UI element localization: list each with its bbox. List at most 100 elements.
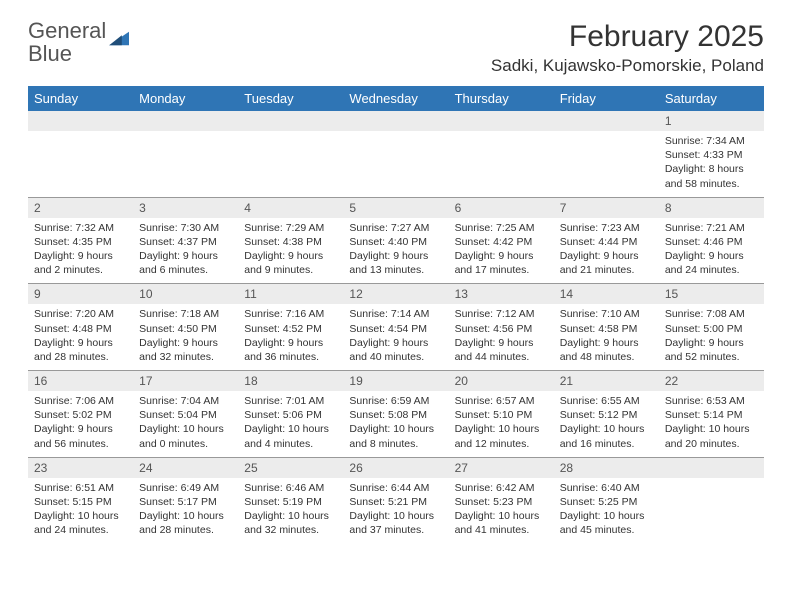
calendar-week: 16Sunrise: 7:06 AMSunset: 5:02 PMDayligh… (28, 371, 764, 458)
day-number (554, 111, 659, 131)
day-number (238, 111, 343, 131)
daylight-text: Daylight: 9 hours and 56 minutes. (34, 422, 127, 450)
day-number: 9 (28, 284, 133, 304)
daylight-text: Daylight: 10 hours and 32 minutes. (244, 509, 337, 537)
day-details: Sunrise: 7:01 AMSunset: 5:06 PMDaylight:… (238, 391, 343, 457)
daylight-text: Daylight: 10 hours and 20 minutes. (665, 422, 758, 450)
sunrise-text: Sunrise: 7:29 AM (244, 221, 337, 235)
calendar-day: 3Sunrise: 7:30 AMSunset: 4:37 PMDaylight… (133, 197, 238, 284)
sunset-text: Sunset: 4:35 PM (34, 235, 127, 249)
day-details: Sunrise: 7:34 AMSunset: 4:33 PMDaylight:… (659, 131, 764, 197)
calendar-day: 28Sunrise: 6:40 AMSunset: 5:25 PMDayligh… (554, 457, 659, 543)
day-details: Sunrise: 7:10 AMSunset: 4:58 PMDaylight:… (554, 304, 659, 370)
daylight-text: Daylight: 9 hours and 2 minutes. (34, 249, 127, 277)
sunrise-text: Sunrise: 7:32 AM (34, 221, 127, 235)
daylight-text: Daylight: 9 hours and 21 minutes. (560, 249, 653, 277)
logo-text: General Blue (28, 20, 106, 66)
calendar-day (449, 111, 554, 197)
day-details: Sunrise: 7:23 AMSunset: 4:44 PMDaylight:… (554, 218, 659, 284)
calendar-day: 1Sunrise: 7:34 AMSunset: 4:33 PMDaylight… (659, 111, 764, 197)
day-number: 22 (659, 371, 764, 391)
daylight-text: Daylight: 10 hours and 41 minutes. (455, 509, 548, 537)
sunset-text: Sunset: 4:52 PM (244, 322, 337, 336)
day-number: 20 (449, 371, 554, 391)
day-number: 1 (659, 111, 764, 131)
title-block: February 2025 Sadki, Kujawsko-Pomorskie,… (491, 20, 764, 76)
day-number: 18 (238, 371, 343, 391)
daylight-text: Daylight: 9 hours and 44 minutes. (455, 336, 548, 364)
logo-triangle-icon (109, 29, 131, 47)
calendar-day (659, 457, 764, 543)
day-header: Friday (554, 86, 659, 111)
sunrise-text: Sunrise: 7:01 AM (244, 394, 337, 408)
calendar-week: 23Sunrise: 6:51 AMSunset: 5:15 PMDayligh… (28, 457, 764, 543)
calendar-day: 23Sunrise: 6:51 AMSunset: 5:15 PMDayligh… (28, 457, 133, 543)
sunrise-text: Sunrise: 7:10 AM (560, 307, 653, 321)
day-details: Sunrise: 7:16 AMSunset: 4:52 PMDaylight:… (238, 304, 343, 370)
day-header-row: SundayMondayTuesdayWednesdayThursdayFrid… (28, 86, 764, 111)
daylight-text: Daylight: 10 hours and 8 minutes. (349, 422, 442, 450)
calendar-day: 5Sunrise: 7:27 AMSunset: 4:40 PMDaylight… (343, 197, 448, 284)
calendar-table: SundayMondayTuesdayWednesdayThursdayFrid… (28, 86, 764, 543)
day-number: 13 (449, 284, 554, 304)
sunrise-text: Sunrise: 6:46 AM (244, 481, 337, 495)
sunset-text: Sunset: 5:17 PM (139, 495, 232, 509)
sunset-text: Sunset: 5:21 PM (349, 495, 442, 509)
sunset-text: Sunset: 5:25 PM (560, 495, 653, 509)
sunset-text: Sunset: 5:15 PM (34, 495, 127, 509)
sunset-text: Sunset: 4:58 PM (560, 322, 653, 336)
calendar-day: 6Sunrise: 7:25 AMSunset: 4:42 PMDaylight… (449, 197, 554, 284)
sunrise-text: Sunrise: 6:57 AM (455, 394, 548, 408)
brand-name-2: Blue (28, 41, 72, 66)
sunrise-text: Sunrise: 7:27 AM (349, 221, 442, 235)
calendar-week: 9Sunrise: 7:20 AMSunset: 4:48 PMDaylight… (28, 284, 764, 371)
sunrise-text: Sunrise: 6:42 AM (455, 481, 548, 495)
day-details: Sunrise: 6:53 AMSunset: 5:14 PMDaylight:… (659, 391, 764, 457)
sunset-text: Sunset: 4:44 PM (560, 235, 653, 249)
sunrise-text: Sunrise: 7:08 AM (665, 307, 758, 321)
day-number: 3 (133, 198, 238, 218)
sunset-text: Sunset: 4:40 PM (349, 235, 442, 249)
day-details: Sunrise: 7:04 AMSunset: 5:04 PMDaylight:… (133, 391, 238, 457)
day-number: 17 (133, 371, 238, 391)
day-details: Sunrise: 7:18 AMSunset: 4:50 PMDaylight:… (133, 304, 238, 370)
sunrise-text: Sunrise: 7:25 AM (455, 221, 548, 235)
daylight-text: Daylight: 9 hours and 6 minutes. (139, 249, 232, 277)
calendar-day: 9Sunrise: 7:20 AMSunset: 4:48 PMDaylight… (28, 284, 133, 371)
sunrise-text: Sunrise: 7:18 AM (139, 307, 232, 321)
month-title: February 2025 (491, 20, 764, 54)
day-details: Sunrise: 7:20 AMSunset: 4:48 PMDaylight:… (28, 304, 133, 370)
day-number: 6 (449, 198, 554, 218)
sunrise-text: Sunrise: 6:40 AM (560, 481, 653, 495)
sunrise-text: Sunrise: 7:06 AM (34, 394, 127, 408)
sunrise-text: Sunrise: 6:51 AM (34, 481, 127, 495)
day-details: Sunrise: 7:25 AMSunset: 4:42 PMDaylight:… (449, 218, 554, 284)
calendar-day: 17Sunrise: 7:04 AMSunset: 5:04 PMDayligh… (133, 371, 238, 458)
calendar-day (343, 111, 448, 197)
calendar-day: 12Sunrise: 7:14 AMSunset: 4:54 PMDayligh… (343, 284, 448, 371)
calendar-day: 18Sunrise: 7:01 AMSunset: 5:06 PMDayligh… (238, 371, 343, 458)
day-details: Sunrise: 7:08 AMSunset: 5:00 PMDaylight:… (659, 304, 764, 370)
daylight-text: Daylight: 10 hours and 37 minutes. (349, 509, 442, 537)
calendar-day: 20Sunrise: 6:57 AMSunset: 5:10 PMDayligh… (449, 371, 554, 458)
day-number: 24 (133, 458, 238, 478)
calendar-week: 1Sunrise: 7:34 AMSunset: 4:33 PMDaylight… (28, 111, 764, 197)
day-header: Thursday (449, 86, 554, 111)
day-details: Sunrise: 7:30 AMSunset: 4:37 PMDaylight:… (133, 218, 238, 284)
day-details: Sunrise: 7:29 AMSunset: 4:38 PMDaylight:… (238, 218, 343, 284)
calendar-day: 2Sunrise: 7:32 AMSunset: 4:35 PMDaylight… (28, 197, 133, 284)
calendar-page: General Blue February 2025 Sadki, Kujaws… (0, 0, 792, 563)
day-number: 7 (554, 198, 659, 218)
sunrise-text: Sunrise: 6:44 AM (349, 481, 442, 495)
sunrise-text: Sunrise: 7:30 AM (139, 221, 232, 235)
day-number: 27 (449, 458, 554, 478)
sunrise-text: Sunrise: 6:55 AM (560, 394, 653, 408)
sunset-text: Sunset: 4:33 PM (665, 148, 758, 162)
calendar-day: 8Sunrise: 7:21 AMSunset: 4:46 PMDaylight… (659, 197, 764, 284)
day-details: Sunrise: 7:21 AMSunset: 4:46 PMDaylight:… (659, 218, 764, 284)
calendar-day (133, 111, 238, 197)
daylight-text: Daylight: 9 hours and 28 minutes. (34, 336, 127, 364)
sunrise-text: Sunrise: 7:20 AM (34, 307, 127, 321)
brand-logo: General Blue (28, 20, 131, 66)
daylight-text: Daylight: 9 hours and 17 minutes. (455, 249, 548, 277)
